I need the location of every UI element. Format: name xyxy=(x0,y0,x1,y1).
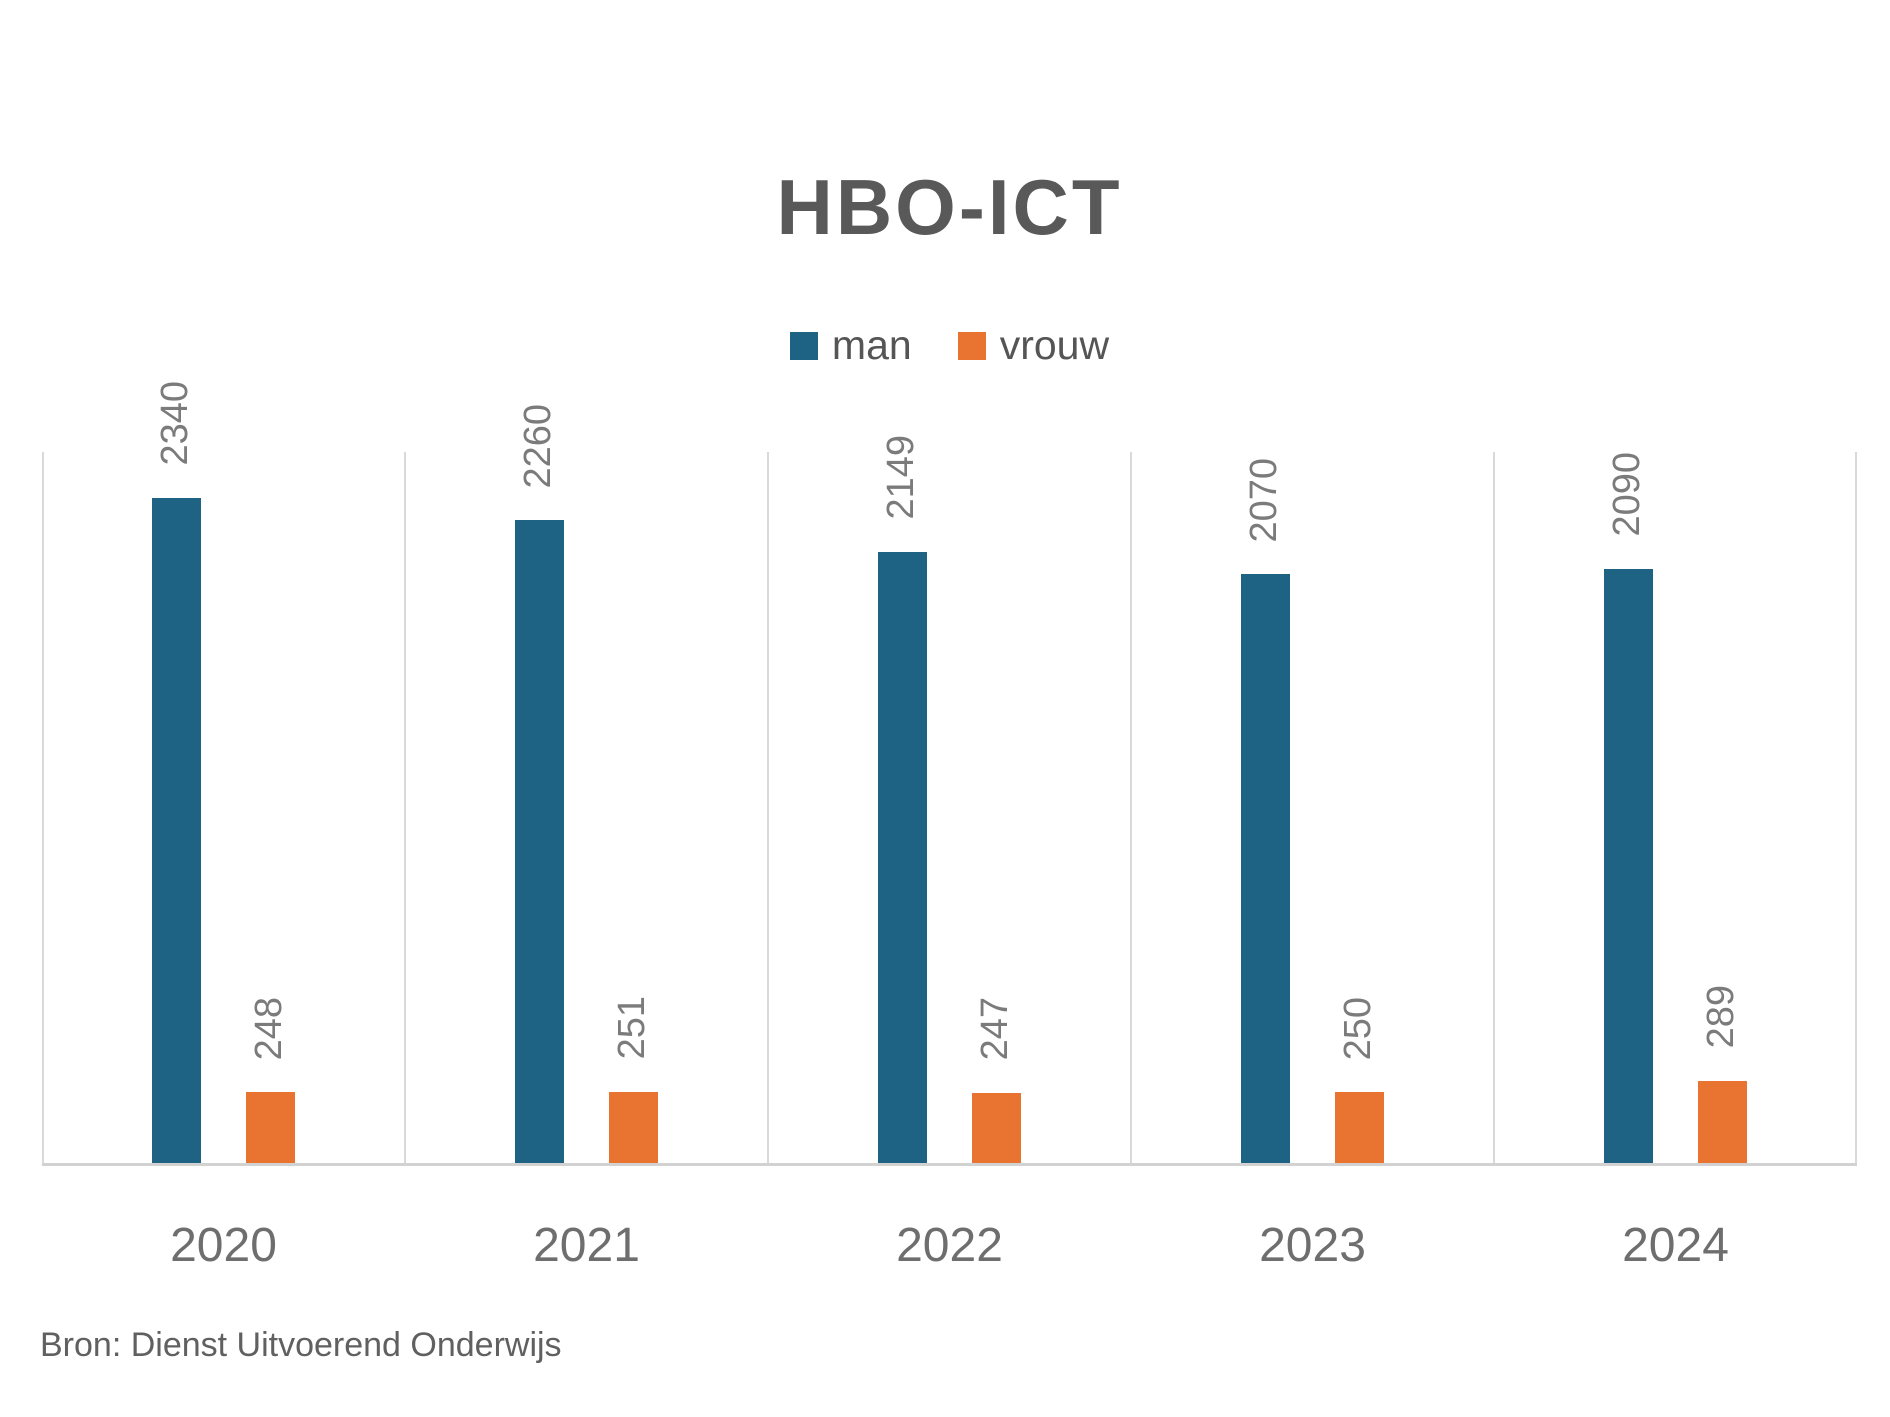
chart-title: HBO-ICT xyxy=(776,163,1123,251)
plot-area: 2340 248 2260 251 2149 247 2070 250 2090 289 xyxy=(42,381,1857,1166)
value-label-vrouw-2023: 250 xyxy=(1337,996,1379,1060)
bar-man-2021 xyxy=(514,520,564,1163)
value-label-man-2021: 2260 xyxy=(517,403,559,489)
value-label-vrouw-2021: 251 xyxy=(611,996,653,1060)
bar-vrouw-2021 xyxy=(608,1091,658,1163)
gridline xyxy=(404,452,406,1163)
gridline xyxy=(1855,452,1857,1163)
value-label-vrouw-2022: 247 xyxy=(974,997,1016,1061)
x-axis-label-2024: 2024 xyxy=(1622,1219,1729,1272)
value-label-vrouw-2024: 289 xyxy=(1700,985,1742,1049)
value-label-man-2024: 2090 xyxy=(1606,452,1648,537)
legend-label-vrouw: vrouw xyxy=(999,322,1110,368)
legend: man vrouw xyxy=(42,322,1857,369)
value-label-man-2023: 2070 xyxy=(1243,457,1285,543)
legend-item-man: man xyxy=(789,322,912,369)
bar-vrouw-2023 xyxy=(1334,1091,1384,1163)
x-axis-label-2022: 2022 xyxy=(896,1219,1003,1272)
bar-man-2023 xyxy=(1240,574,1290,1163)
bar-man-2024 xyxy=(1603,568,1653,1163)
gridline xyxy=(1493,452,1495,1163)
x-axis-labels: 2020 2021 2022 2023 2024 xyxy=(42,1218,1857,1278)
legend-item-vrouw: vrouw xyxy=(957,322,1110,369)
bar-vrouw-2024 xyxy=(1697,1080,1747,1163)
bar-vrouw-2020 xyxy=(245,1092,295,1163)
gridline xyxy=(1130,452,1132,1163)
value-label-man-2020: 2340 xyxy=(154,380,196,466)
legend-swatch-man-icon xyxy=(789,331,818,360)
gridline xyxy=(42,452,44,1163)
x-axis-label-2023: 2023 xyxy=(1259,1219,1366,1272)
gridline xyxy=(767,452,769,1163)
legend-label-man: man xyxy=(831,322,912,368)
bar-man-2020 xyxy=(151,497,201,1163)
x-axis-label-2020: 2020 xyxy=(170,1219,277,1272)
bar-vrouw-2022 xyxy=(971,1092,1021,1163)
legend-swatch-vrouw-icon xyxy=(957,331,986,360)
bar-man-2022 xyxy=(877,551,927,1163)
x-axis-label-2021: 2021 xyxy=(533,1219,640,1272)
value-label-vrouw-2020: 248 xyxy=(248,997,290,1061)
source-note: Bron: Dienst Uitvoerend Onderwijs xyxy=(40,1326,562,1364)
value-label-man-2022: 2149 xyxy=(880,435,922,520)
